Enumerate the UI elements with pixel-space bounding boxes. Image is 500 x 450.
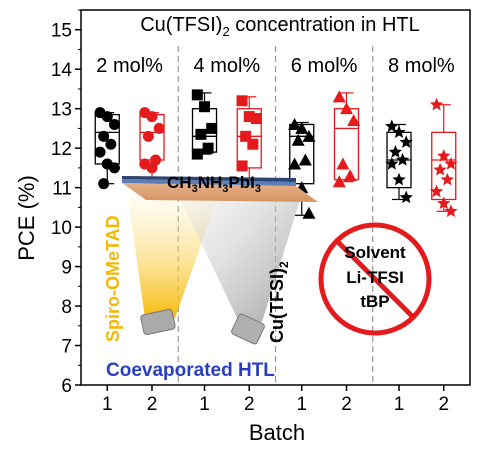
data-point [105,138,117,150]
data-point [291,133,305,146]
x-tick-label: 1 [296,394,307,415]
data-point [385,156,399,170]
y-tick-label: 6 [61,376,72,397]
data-point [247,138,259,150]
data-point [440,172,454,186]
data-point [101,111,113,123]
data-point [399,135,413,148]
data-point [142,130,154,142]
plot-frame [80,9,471,386]
data-point [146,111,158,123]
x-tick-label: 1 [199,394,210,415]
data-point [202,142,214,154]
data-point [347,114,361,127]
data-point [385,119,399,133]
data-point [332,90,346,103]
y-axis-label: PCE (%) [14,175,39,261]
box-iqr [236,108,262,169]
group-label: 4 mol% [194,55,261,77]
data-point [98,178,110,190]
x-tick-label: 1 [102,394,113,415]
cu-beam [180,198,300,322]
x-tick-label: 1 [394,394,405,415]
group-label: 8 mol% [388,55,455,77]
x-tick-label: 2 [147,394,158,415]
htl-layer-dark [122,176,296,182]
data-point [444,204,458,217]
x-axis-label: Batch [249,420,305,445]
data-point [332,175,346,188]
data-point [236,95,248,107]
data-point [94,146,106,158]
data-point [437,149,451,162]
data-point [243,111,255,123]
title-rest: concentration in HTL [230,14,420,36]
data-point [343,169,357,182]
data-point [429,97,444,111]
data-point [388,145,403,158]
data-point [399,190,413,204]
no-additives-sign: Solvent Li-TFSI tBP [318,222,432,336]
x-tick-label: 2 [341,394,352,415]
y-tick-label: 9 [61,258,72,279]
title-subscript: 2 [222,24,229,39]
cu-source-crucible [231,313,265,345]
y-tick-label: 11 [52,179,72,200]
data-point [206,122,218,134]
y-tick-label: 12 [51,139,72,160]
group-label: 6 mol% [291,55,358,77]
data-point [444,156,458,170]
data-point [288,117,302,130]
cu-tfsi-label: Cu(TFSI)2 [267,261,291,343]
data-point [336,157,350,170]
no-item-tbp: tBP [360,292,389,311]
data-point [437,196,451,210]
y-tick-label: 15 [51,21,72,42]
x-tick-label: 2 [438,394,449,415]
no-item-solvent: Solvent [344,243,406,262]
data-point [295,121,309,134]
spiro-source-crucible [140,308,176,336]
data-point [236,160,248,172]
data-point [429,184,444,198]
perovskite-label: CH3NH3PbI3 [167,173,261,195]
data-point [392,172,406,186]
data-point [108,118,120,130]
chart-title: Cu(TFSI)2 concentration in HTL [140,14,420,39]
y-tick-label: 13 [51,100,72,121]
data-point [199,101,211,113]
data-point [250,113,262,125]
data-point [302,129,316,142]
coevaporated-htl-label: Coevaporated HTL [106,360,275,381]
data-point [433,162,447,176]
y-tick-label: 8 [61,297,72,318]
x-tick-label: 2 [244,394,255,415]
data-point [240,130,252,142]
y-tick-label: 10 [51,218,72,239]
data-point [146,162,158,174]
data-point [302,206,316,219]
data-point [395,153,410,166]
data-point [392,125,406,139]
spiro-label: Spiro-OMeTAD [103,215,123,342]
data-point [339,102,353,115]
data-point [195,128,207,140]
inset-schematic: CH3NH3PbI3 Spiro-OMeTAD Cu(TFSI)2 Coevap… [103,173,432,381]
htl-layer-blue [122,179,296,186]
group-label: 2 mol% [96,55,163,77]
data-point [98,130,110,142]
y-tick-label: 7 [61,337,72,358]
data-point [191,89,203,101]
y-tick-label: 14 [51,60,73,81]
data-point [108,162,120,174]
data-point [153,122,165,134]
data-point [288,157,302,170]
perovskite-layer [122,183,318,202]
data-point [191,148,203,160]
no-item-li-tfsi: Li-TFSI [346,268,404,287]
title-main: Cu(TFSI) [140,14,222,36]
data-point [298,153,312,166]
